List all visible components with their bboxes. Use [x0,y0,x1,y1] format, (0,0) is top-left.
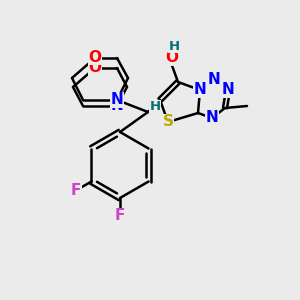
Text: H: H [149,100,161,113]
Text: N: N [208,73,220,88]
Text: N: N [111,92,123,107]
Text: O: O [88,61,101,76]
Text: N: N [194,82,206,98]
Text: S: S [163,115,173,130]
Text: F: F [115,208,125,224]
Text: O: O [88,50,101,64]
Text: H: H [168,40,180,52]
Text: F: F [70,183,81,198]
Text: N: N [206,110,218,125]
Text: N: N [111,98,123,113]
Text: N: N [222,82,234,98]
Text: O: O [166,50,178,65]
